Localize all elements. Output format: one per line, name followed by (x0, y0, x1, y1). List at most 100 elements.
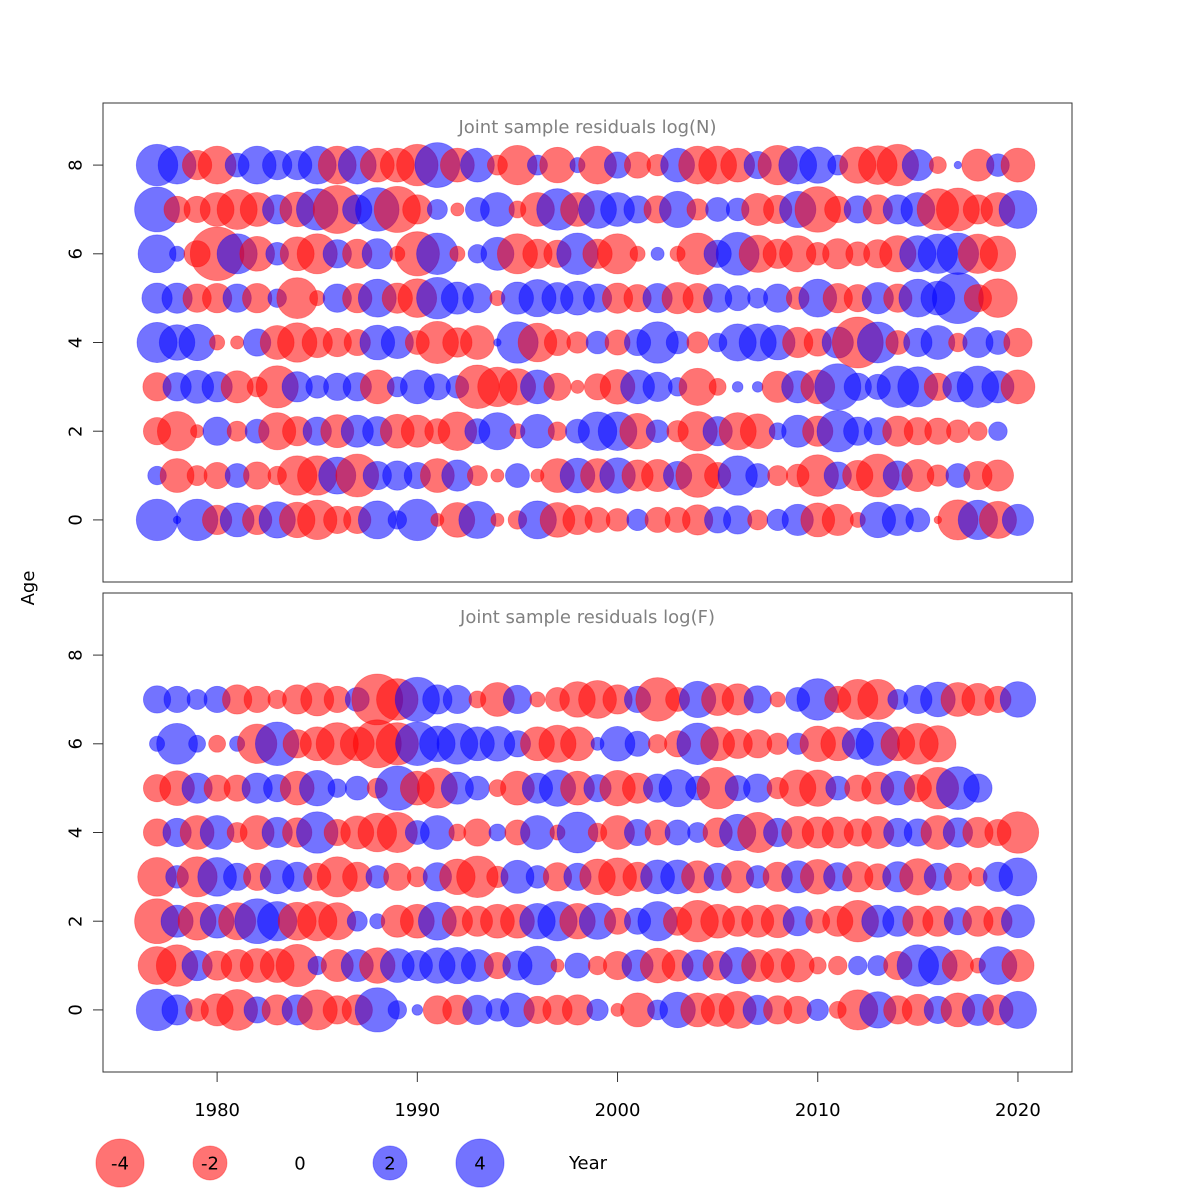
bubble-age7-1982 (243, 685, 271, 713)
y-tick-label: 4 (65, 337, 86, 348)
legend-label: -4 (111, 1153, 129, 1174)
bubble-age0-2010 (806, 998, 829, 1022)
bubble-age0-1989 (387, 1000, 408, 1020)
bubble-age0-2020 (998, 990, 1037, 1029)
legend-bubble (192, 1145, 228, 1181)
bubble-age5-1985 (309, 290, 326, 307)
bubble-age0-2015 (905, 507, 931, 533)
bubbles (134, 142, 1038, 542)
bubble-age8-2015 (901, 149, 934, 182)
bubble-age1-2020 (1001, 949, 1035, 983)
x-tick-label: 2000 (595, 1100, 641, 1121)
panel-title: Joint sample residuals log(F) (459, 607, 715, 628)
bubble-age7-2020 (998, 190, 1038, 229)
bubble-age6-1978 (169, 245, 186, 262)
legend: -4 -2 0 2 4 (95, 1138, 505, 1188)
bubble-age5-1993 (462, 283, 493, 314)
bubble-age6-1979 (188, 734, 206, 753)
bubble-age2-2019 (988, 421, 1008, 441)
bubble-age2-2020 (1001, 904, 1035, 939)
bubble-age7-1991 (426, 199, 448, 220)
bubble-age4-1993 (460, 325, 495, 360)
x-tick-label: 1990 (394, 1100, 440, 1121)
bubble-age2-2002 (645, 419, 670, 443)
bubble-age8-2016 (928, 156, 947, 174)
y-tick-label: 4 (65, 827, 86, 838)
bubble-age4-2020 (1003, 327, 1033, 358)
bubble-age3-2020 (1000, 369, 1036, 405)
panel-title: Joint sample residuals log(N) (457, 117, 716, 138)
panel-log-n: Joint sample residuals log(N) 0 2 4 6 8 (65, 102, 1073, 583)
bubble-age0-2000 (605, 508, 630, 532)
bubble-age6-1988 (361, 238, 393, 270)
bubble-age7-2020 (999, 681, 1037, 718)
legend-label: 4 (474, 1153, 485, 1174)
legend-bubble (95, 1138, 145, 1188)
bubble-age6-1998 (560, 726, 595, 762)
bubble-age2-1987 (346, 910, 368, 932)
bubble-age5-1987 (344, 775, 370, 801)
bubble-age4-2003 (664, 819, 691, 846)
bubble-age6-2016 (919, 725, 957, 763)
x-tick-label: 2020 (995, 1100, 1041, 1121)
bubble-age4-1993 (463, 818, 492, 847)
bubble-age3-2020 (998, 857, 1038, 897)
x-tick-label: 1980 (194, 1100, 240, 1121)
bubble-age0-1993 (458, 500, 497, 539)
bubble-age1-1995 (505, 463, 530, 488)
bubble-age0-1990 (411, 1004, 424, 1016)
bubble-age4-2004 (686, 331, 709, 354)
bubble-age2-2017 (946, 419, 970, 443)
legend-bubble (372, 1145, 408, 1181)
bubble-age5-2018 (963, 773, 993, 803)
bubble-age2-2018 (968, 421, 988, 441)
bubble-age3-1998 (570, 379, 585, 394)
bubble-age0-2011 (821, 503, 854, 536)
bubble-age2-1997 (547, 421, 568, 441)
bubble-age3-1997 (543, 372, 572, 401)
bubble-age8-2020 (1000, 147, 1036, 183)
y-tick-label: 2 (65, 425, 86, 436)
legend-label: 0 (294, 1153, 305, 1174)
bubble-age4-1981 (230, 335, 245, 350)
bubble-age5-1982 (242, 283, 273, 314)
bubble-age4-2003 (665, 330, 690, 355)
bubble-age2-1979 (190, 424, 205, 439)
bubble-age0-1999 (586, 998, 609, 1022)
bubble-age4-1998 (566, 331, 589, 354)
bubble-age7-1992 (442, 684, 472, 715)
bubble-age0-2007 (747, 509, 769, 531)
bubble-age1-1994 (490, 468, 505, 483)
bubble-age1-2017 (941, 949, 974, 982)
bubbles (134, 673, 1040, 1033)
x-axis-label: Year (568, 1153, 608, 1174)
legend-label: -2 (201, 1153, 219, 1174)
bubble-age1-1997 (550, 958, 565, 973)
bubble-age3-2007 (751, 381, 764, 393)
bubble-age1-2008 (767, 465, 789, 486)
bubble-age4-1994 (488, 823, 507, 842)
bubble-age8-2017 (953, 160, 963, 170)
bubble-age1-2019 (981, 459, 1014, 492)
legend-bubble (455, 1138, 505, 1188)
bubble-age6-2002 (650, 246, 665, 261)
y-tick-label: 0 (65, 1004, 86, 1015)
bubble-age6-2008 (766, 732, 789, 755)
y-tick-label: 8 (65, 649, 86, 660)
bubble-age1-2011 (828, 955, 848, 976)
bubble-age1-2007 (745, 463, 771, 488)
y-tick-label: 0 (65, 514, 86, 525)
bubble-age3-2002 (642, 371, 673, 402)
bubble-age7-2007 (743, 685, 772, 714)
bubble-age1-1982 (243, 461, 272, 490)
bubble-age1-2016 (926, 464, 949, 487)
y-axis-label: Age (18, 571, 39, 606)
bubble-age3-2017 (943, 862, 972, 891)
bubble-age0-1994 (490, 512, 505, 527)
y-tick-label: 2 (65, 915, 86, 926)
bubble-age1-1993 (466, 465, 488, 486)
bubble-age6-2001 (624, 730, 651, 757)
bubble-age6-1992 (449, 245, 466, 262)
x-tick-label: 2010 (795, 1100, 841, 1121)
